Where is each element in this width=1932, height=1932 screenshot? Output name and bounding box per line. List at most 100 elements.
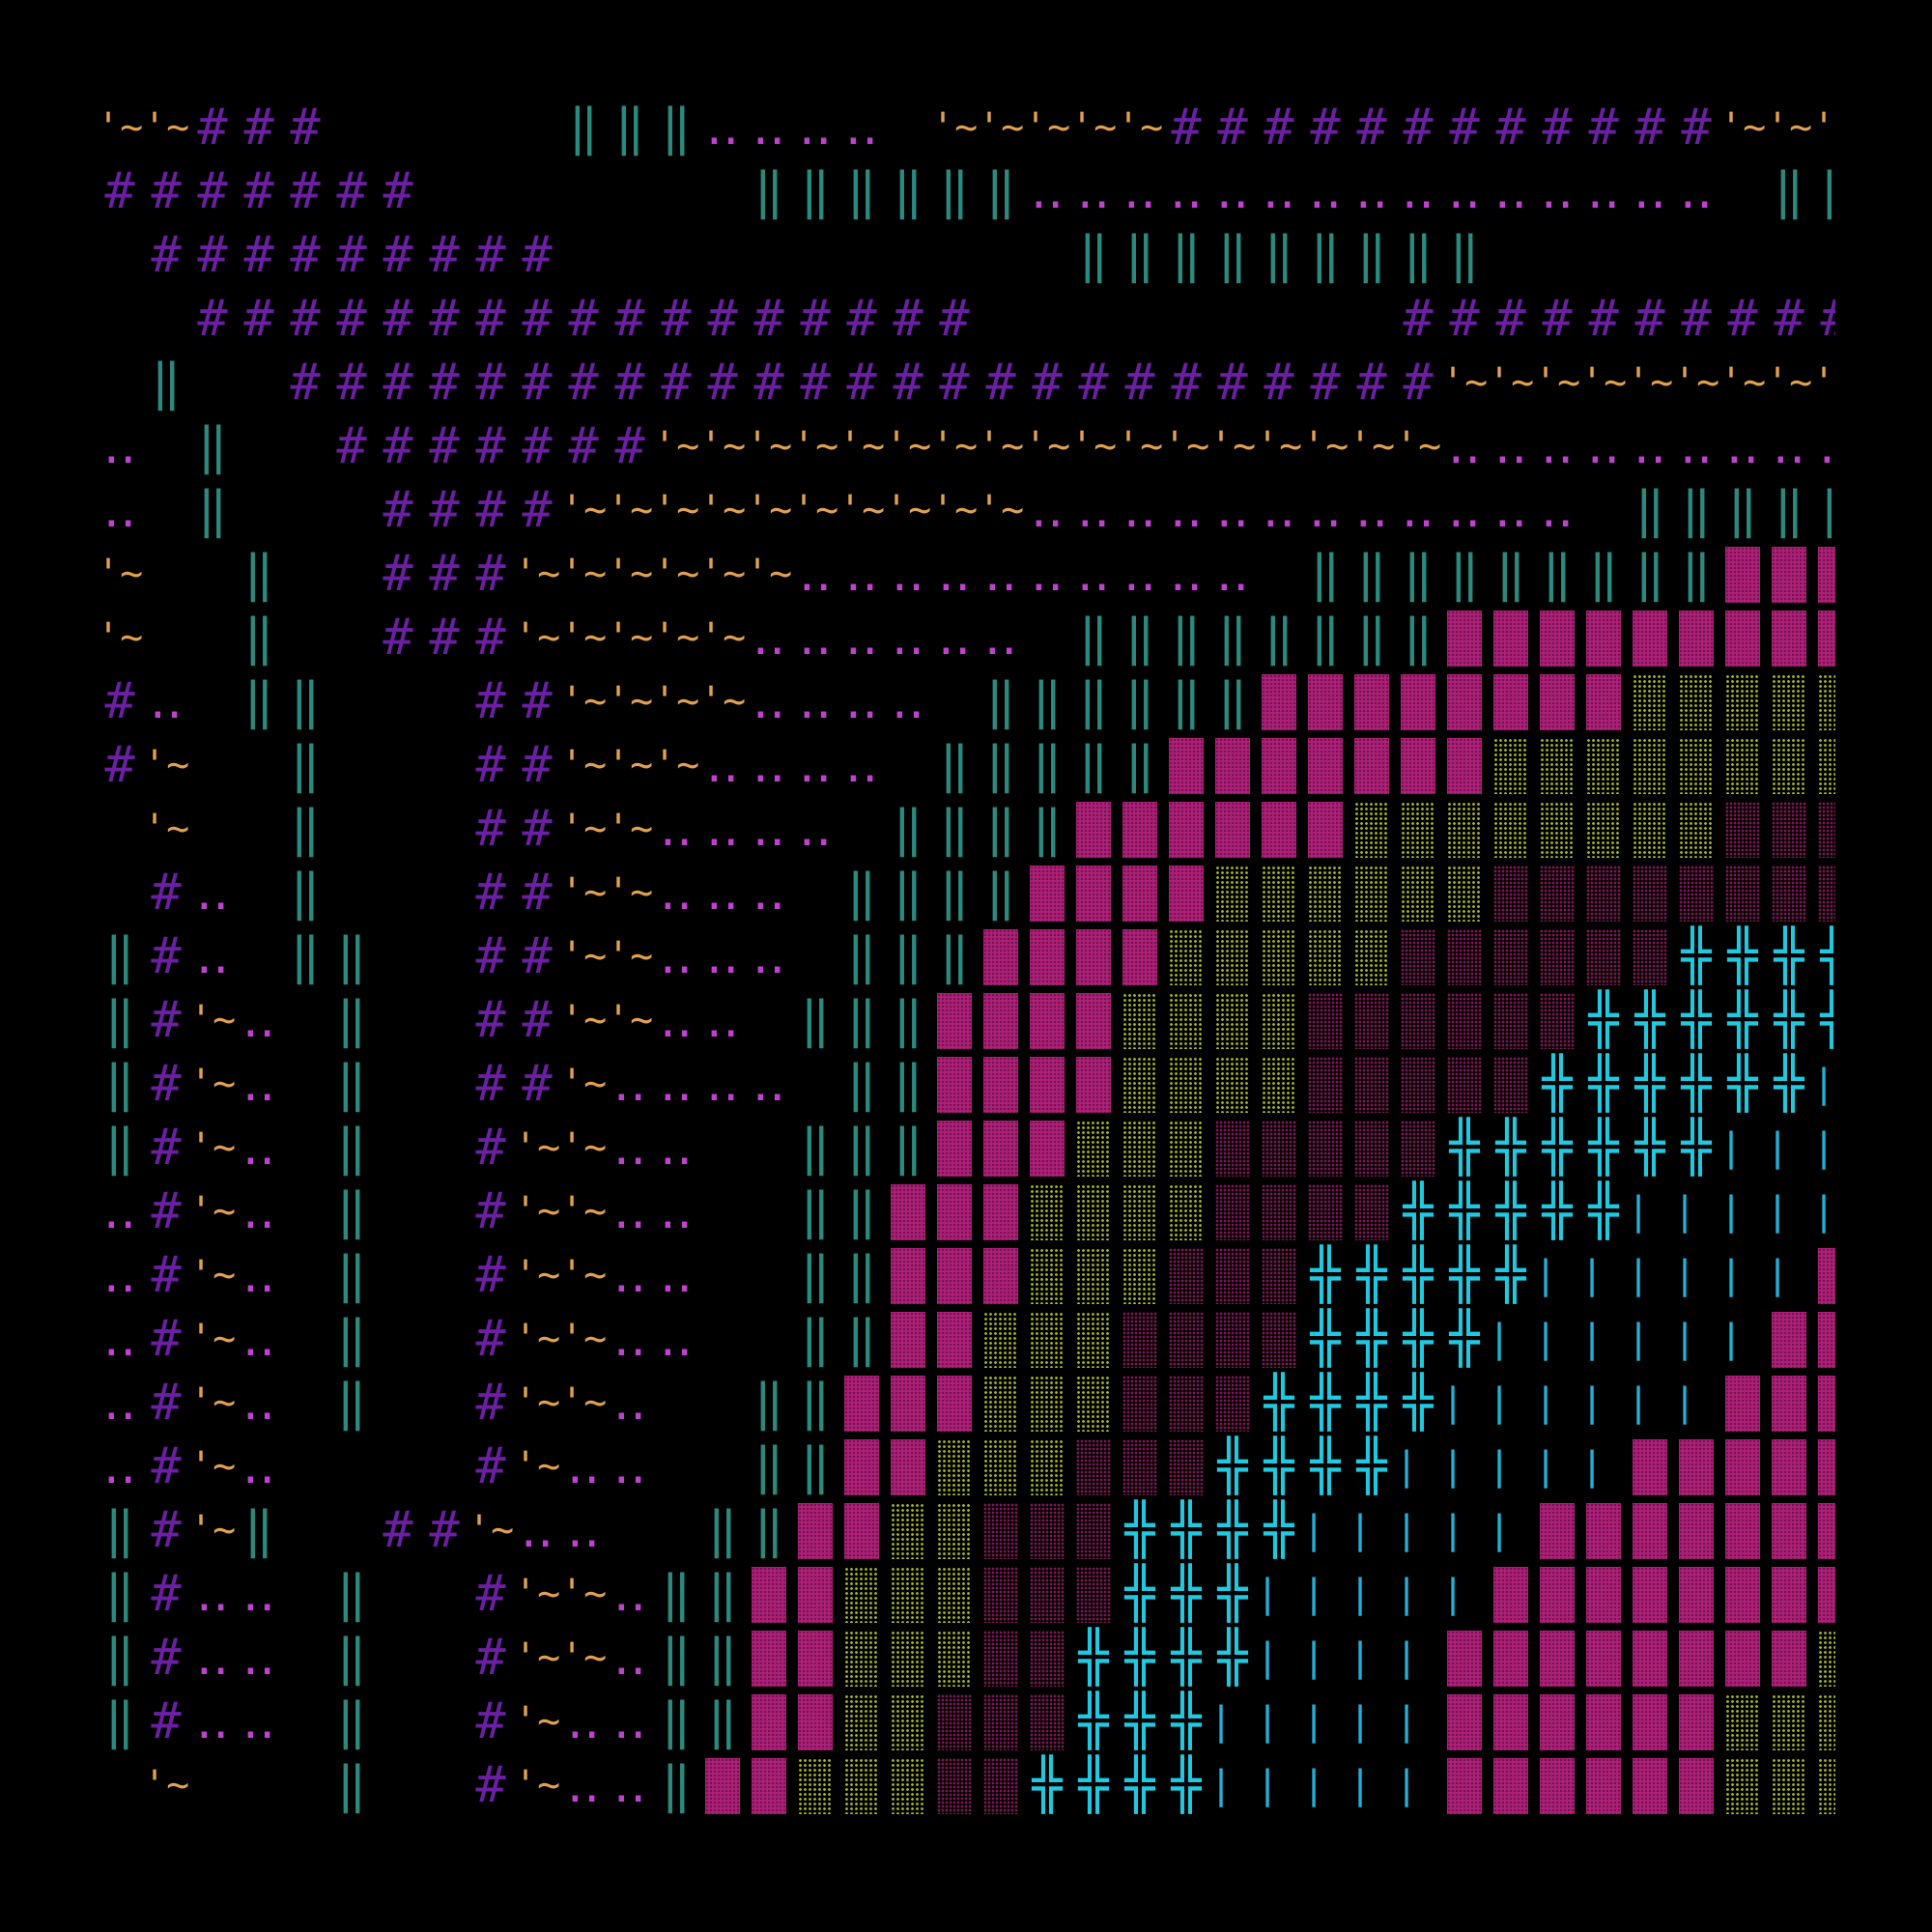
magenta-block	[937, 1121, 972, 1177]
magenta-block	[1586, 674, 1621, 730]
hash-glyph: #	[151, 1501, 182, 1559]
hash-glyph: #	[475, 800, 506, 858]
cross-glyph: ╬	[1310, 1374, 1341, 1432]
hash-glyph: #	[475, 1182, 506, 1240]
hash-glyph: #	[1542, 290, 1573, 348]
dots-glyph: ‥	[242, 1182, 276, 1240]
double-bar-glyph: ‖	[846, 1119, 877, 1177]
yellow-stipple-block	[1215, 866, 1250, 922]
double-bar-glyph: ‖	[104, 1629, 135, 1687]
plum-stipple-block	[1540, 929, 1575, 985]
magenta-block	[1818, 1503, 1835, 1559]
yellow-stipple-block	[844, 1758, 879, 1814]
cyan-bars-glyph: | |	[1812, 1062, 1835, 1106]
yellow-stipple-block	[1030, 1376, 1065, 1432]
tilde-glyph: '~'	[931, 424, 978, 469]
dots-glyph: ‥	[242, 1310, 276, 1368]
cross-glyph: ╬	[1495, 1246, 1526, 1304]
magenta-block	[1401, 674, 1435, 730]
magenta-block	[1586, 1567, 1621, 1623]
hash-glyph: #	[1449, 99, 1480, 156]
cross-glyph: ╬	[1681, 991, 1712, 1049]
plum-stipple-block	[1401, 1057, 1435, 1113]
magenta-block	[1215, 738, 1250, 794]
plum-stipple-block	[1401, 1121, 1435, 1177]
double-bar-glyph: ‖	[336, 1756, 367, 1814]
cross-glyph: ╬	[1449, 1310, 1480, 1368]
magenta-block	[752, 1631, 786, 1687]
hash-glyph: #	[429, 417, 460, 475]
magenta-block	[844, 1503, 879, 1559]
hash-glyph: #	[104, 736, 135, 794]
hash-glyph: #	[753, 354, 784, 412]
magenta-block	[1493, 674, 1528, 730]
hash-glyph: #	[475, 927, 506, 985]
hash-glyph: #	[151, 226, 182, 284]
magenta-block	[1679, 1631, 1714, 1687]
double-bar-glyph: ‖	[1356, 545, 1387, 603]
dots-glyph: ‥	[844, 545, 879, 603]
yellow-stipple-block	[891, 1694, 925, 1750]
plum-stipple-block	[983, 1631, 1018, 1687]
dots-glyph: ‥	[566, 1437, 601, 1495]
tilde-glyph: '~'	[514, 615, 560, 660]
yellow-stipple-block	[1262, 1057, 1296, 1113]
tilde-glyph: '~'	[978, 105, 1024, 150]
hash-glyph: #	[243, 99, 274, 156]
dots-glyph: ‥	[612, 1629, 647, 1687]
magenta-block	[1818, 611, 1835, 667]
dots-glyph: ‥	[566, 1692, 601, 1750]
double-bar-glyph: ‖	[1217, 226, 1248, 284]
cross-glyph: ╬	[1774, 1055, 1804, 1113]
plum-stipple-block	[937, 1694, 972, 1750]
tilde-glyph: '~'	[514, 1635, 560, 1680]
hash-glyph: #	[522, 417, 553, 475]
magenta-block	[1169, 802, 1204, 858]
cyan-bars-glyph: | |	[1673, 1189, 1697, 1234]
dots-glyph: ‥	[705, 927, 740, 985]
plum-stipple-block	[1215, 1312, 1250, 1368]
cross-glyph: ╬	[1356, 1246, 1387, 1304]
double-bar-glyph: ‖	[290, 864, 321, 922]
double-bar-glyph: ‖	[104, 1501, 135, 1559]
magenta-block	[983, 993, 1018, 1049]
double-bar-glyph: ‖	[985, 864, 1016, 922]
magenta-block	[752, 1758, 786, 1814]
cyan-bars-glyph: | |	[1766, 1253, 1790, 1297]
hash-glyph: #	[614, 417, 645, 475]
yellow-stipple-block	[1725, 1758, 1760, 1814]
magenta-block	[1076, 802, 1111, 858]
tilde-glyph: '~'	[189, 1062, 236, 1106]
dots-glyph: ‥	[1169, 545, 1204, 603]
dots-glyph: ‥	[566, 1501, 601, 1559]
dots-glyph: ‥	[844, 99, 879, 156]
hash-glyph: #	[1495, 290, 1526, 348]
plum-stipple-block	[1540, 866, 1575, 922]
double-bar-glyph: ‖	[1812, 479, 1835, 541]
cross-glyph: ╬	[1403, 1246, 1434, 1304]
tilde-glyph: '~'	[514, 1253, 560, 1297]
dots-glyph: ‥	[195, 1629, 230, 1687]
cross-glyph: ╬	[1264, 1374, 1294, 1432]
double-bar-glyph: ‖	[336, 1692, 367, 1750]
tilde-glyph: '~'	[1812, 105, 1835, 150]
dots-glyph: ‥	[983, 609, 1018, 667]
dots-glyph: ‥	[566, 1756, 601, 1814]
tilde-glyph: '~'	[1580, 360, 1627, 405]
dots-glyph: ‥	[752, 736, 786, 794]
double-bar-glyph: ‖	[985, 736, 1016, 794]
hash-glyph: #	[475, 290, 506, 348]
double-bar-glyph: ‖	[707, 1565, 738, 1623]
double-bar-glyph: ‖	[290, 800, 321, 858]
cross-glyph: ╬	[1774, 991, 1804, 1049]
magenta-block	[937, 1376, 972, 1432]
magenta-block	[1493, 1567, 1528, 1623]
magenta-block	[1122, 929, 1157, 985]
cyan-bars-glyph: | |	[1256, 1699, 1280, 1744]
tilde-glyph: '~'	[560, 1125, 607, 1170]
hash-glyph: #	[336, 290, 367, 348]
double-bar-glyph: ‖	[336, 927, 367, 985]
magenta-block	[752, 1694, 786, 1750]
double-bar-glyph: ‖	[800, 1119, 831, 1177]
double-bar-glyph: ‖	[1124, 609, 1155, 667]
